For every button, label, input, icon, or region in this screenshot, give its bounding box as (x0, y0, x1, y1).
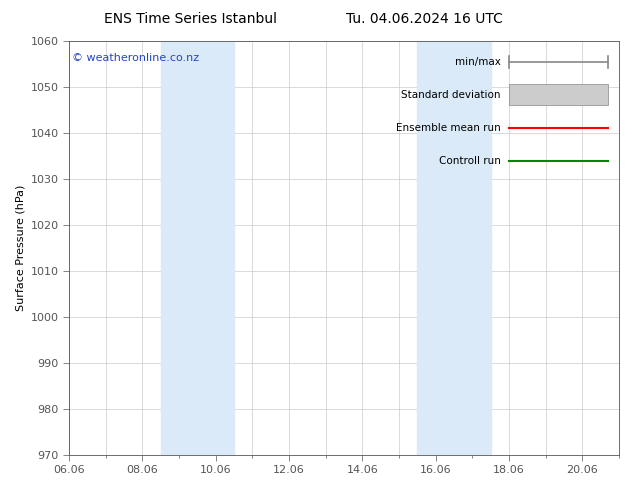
Text: ENS Time Series Istanbul: ENS Time Series Istanbul (104, 12, 276, 26)
Text: © weatheronline.co.nz: © weatheronline.co.nz (72, 53, 199, 64)
Bar (417, 41, 491, 455)
FancyBboxPatch shape (509, 84, 608, 105)
Text: Ensemble mean run: Ensemble mean run (396, 123, 501, 133)
Bar (161, 41, 234, 455)
Text: Standard deviation: Standard deviation (401, 90, 501, 100)
Text: Tu. 04.06.2024 16 UTC: Tu. 04.06.2024 16 UTC (346, 12, 503, 26)
Text: Controll run: Controll run (439, 156, 501, 166)
Y-axis label: Surface Pressure (hPa): Surface Pressure (hPa) (15, 185, 25, 311)
Text: min/max: min/max (455, 57, 501, 67)
